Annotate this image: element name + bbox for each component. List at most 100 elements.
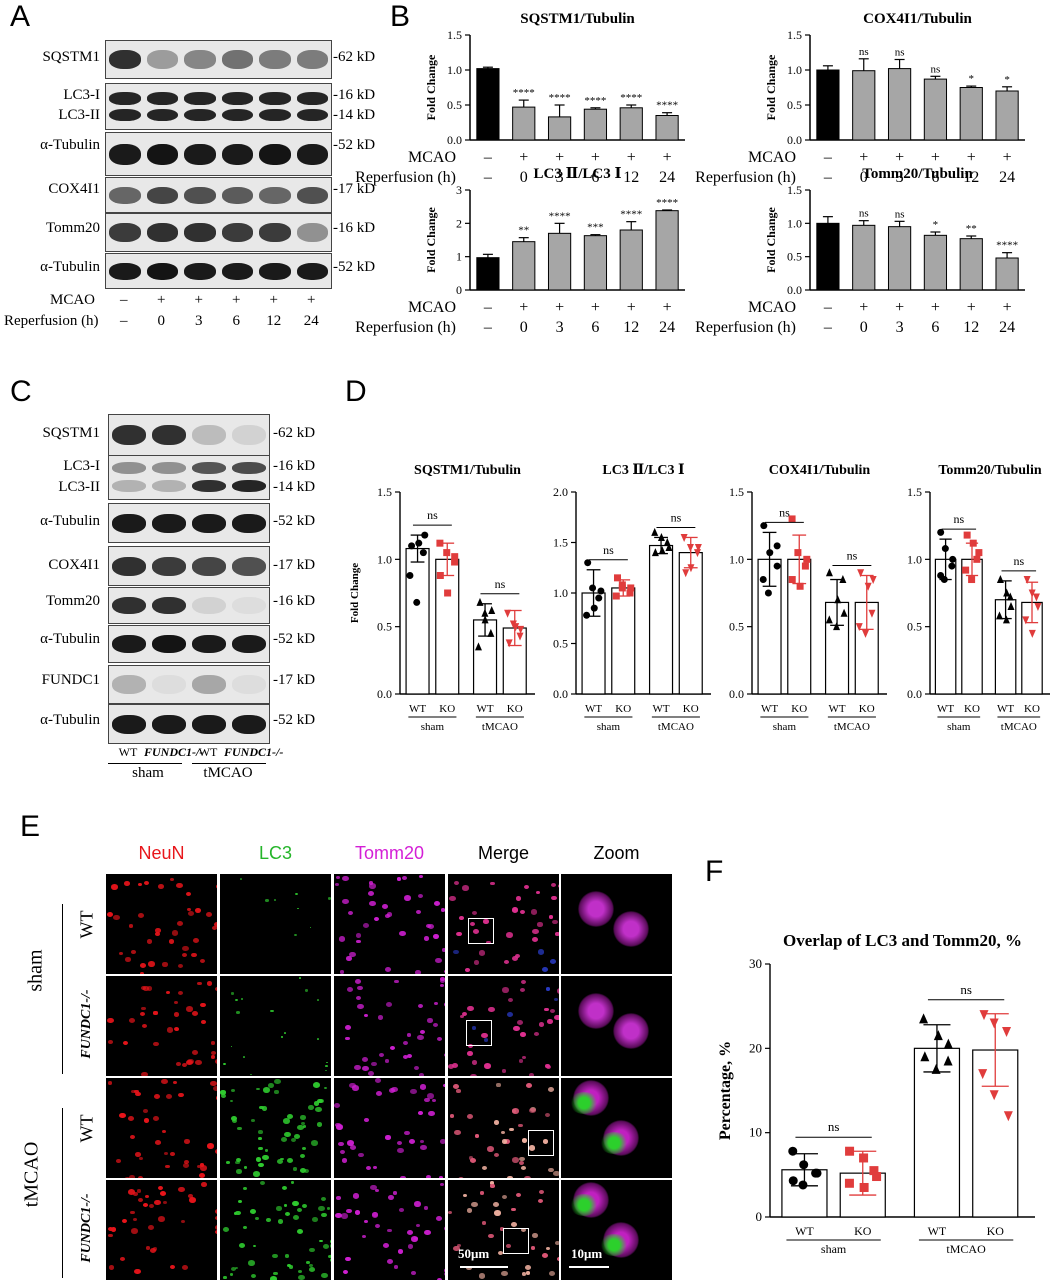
western-band — [184, 50, 216, 69]
cell — [457, 1176, 465, 1178]
cell — [420, 1139, 425, 1144]
cell — [362, 1065, 370, 1072]
blot-protein-label: LC3-I — [63, 87, 100, 103]
chart-title: LC3 Ⅱ/LC3 Ⅰ — [533, 166, 621, 182]
cell — [490, 1184, 495, 1188]
cell — [118, 1112, 126, 1119]
bar — [472, 619, 498, 695]
cell — [146, 939, 153, 944]
bar — [887, 68, 912, 141]
microscopy-tile — [448, 874, 559, 974]
cell — [339, 969, 345, 974]
significance-label: **** — [996, 240, 1018, 252]
data-point — [931, 1063, 941, 1074]
cell — [506, 932, 513, 938]
cell — [261, 1106, 268, 1111]
western-band — [146, 262, 178, 280]
data-point — [943, 1055, 953, 1066]
cell — [479, 950, 486, 956]
cell — [483, 919, 489, 924]
cell — [338, 1141, 345, 1147]
cell — [170, 877, 175, 881]
blot-protein-label: α-Tubulin — [40, 631, 100, 647]
cell — [488, 1006, 495, 1013]
scale-bar-zoom — [569, 1266, 609, 1268]
mcao-sign: + — [931, 299, 940, 316]
y-tick-label: 1.0 — [787, 216, 802, 230]
cell — [268, 1082, 274, 1088]
cell — [136, 1189, 142, 1193]
cell — [296, 1228, 304, 1234]
microscopy-tile — [106, 874, 217, 974]
cell — [545, 1246, 551, 1251]
reperfusion-row-label: Reperfusion (h) — [4, 313, 99, 329]
cell — [155, 932, 161, 937]
data-point — [759, 576, 767, 584]
cell — [181, 953, 187, 958]
blot-strip — [108, 625, 270, 663]
cell — [548, 1270, 556, 1277]
cell — [239, 878, 242, 880]
cell — [173, 1000, 178, 1005]
cell — [188, 1197, 196, 1203]
cell — [318, 1206, 325, 1212]
cell — [220, 1094, 226, 1099]
cell — [413, 1065, 419, 1070]
mcao-sign: + — [519, 149, 528, 166]
cell — [502, 987, 509, 993]
microscopy-tile — [334, 1078, 445, 1178]
y-tick-label: 30 — [749, 956, 762, 971]
western-band — [232, 479, 266, 492]
cell — [311, 1217, 318, 1223]
cell — [371, 1061, 377, 1067]
cell — [472, 911, 478, 916]
category-label: WT — [828, 703, 845, 715]
molecular-weight-label: -17 kD — [333, 181, 376, 197]
y-tick-label: 0.0 — [447, 133, 462, 147]
blot-strip — [105, 40, 332, 79]
cell — [214, 1059, 217, 1065]
cell — [138, 1156, 143, 1160]
western-band — [152, 462, 186, 475]
lane-genotype-label: FUNDC1-/- — [144, 745, 204, 759]
cell — [157, 1185, 163, 1191]
cell — [356, 996, 362, 1001]
cell — [538, 1022, 545, 1027]
molecular-weight-label: -62 kD — [273, 425, 316, 441]
cell — [139, 972, 145, 974]
cell — [407, 1243, 414, 1249]
significance-label: ns — [1013, 554, 1024, 568]
cell — [346, 1209, 352, 1214]
western-band — [192, 425, 226, 445]
reperfusion-row-label: Reperfusion (h) — [355, 319, 456, 336]
cell — [419, 1144, 427, 1151]
cell — [439, 976, 445, 981]
data-point — [693, 549, 701, 558]
cell — [230, 1045, 233, 1047]
y-axis-label: Fold Change — [764, 206, 778, 272]
cell — [226, 1161, 230, 1164]
cell — [215, 1095, 217, 1100]
y-tick-label: 1.5 — [729, 485, 744, 499]
category-label: KO — [854, 1224, 872, 1238]
reperfusion-value: 0 — [860, 319, 868, 336]
row-genotype-label: WT — [76, 1114, 97, 1143]
cell — [315, 1107, 322, 1113]
significance-label: **** — [549, 92, 571, 104]
cell — [143, 1118, 150, 1123]
cell — [507, 998, 513, 1003]
cell — [176, 1061, 181, 1066]
cell — [538, 1190, 544, 1195]
mcao-sign: + — [232, 292, 241, 308]
cell — [428, 1110, 435, 1117]
cell — [184, 1160, 190, 1164]
cell — [300, 1115, 306, 1120]
cell — [545, 987, 551, 991]
western-band — [112, 596, 146, 615]
cell — [299, 1167, 307, 1174]
cell — [298, 1274, 305, 1280]
data-point — [937, 528, 945, 536]
western-band — [221, 50, 253, 69]
row-genotype-label: FUNDC1-/- — [79, 1193, 94, 1263]
channel-label: Tomm20 — [354, 843, 425, 863]
